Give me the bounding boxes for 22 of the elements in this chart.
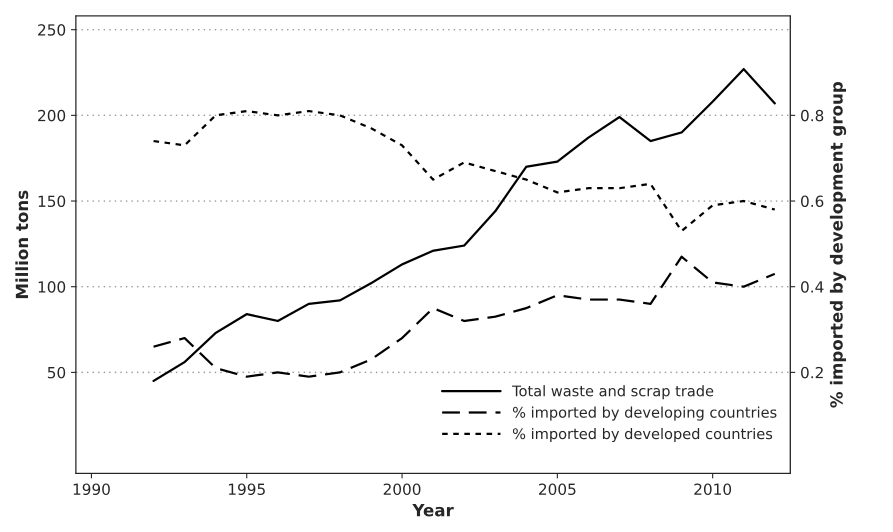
y-tick-label: 200 xyxy=(38,110,66,122)
x-tick-label: 2000 xyxy=(384,483,420,496)
x-tick-label: 1995 xyxy=(228,483,265,496)
legend-label: % imported by developing countries xyxy=(512,406,776,421)
y2-axis-title: % imported by development group xyxy=(830,82,846,408)
line-series xyxy=(152,256,776,378)
y-axis-title: Million tons xyxy=(15,190,28,298)
x-axis-title: Year xyxy=(412,504,454,516)
x-tick-label: 2005 xyxy=(539,483,576,496)
line-series xyxy=(152,68,776,382)
y-tick-label: 250 xyxy=(38,24,66,36)
y2-tick-label: 0.2 xyxy=(801,366,823,378)
y-tick-label: 50 xyxy=(48,366,66,378)
y-tick-label: 100 xyxy=(38,281,66,293)
y2-tick-label: 0.8 xyxy=(801,110,824,122)
legend-label: Total waste and scrap trade xyxy=(512,385,714,400)
y-tick-label: 150 xyxy=(38,195,66,208)
y2-tick-label: 0.6 xyxy=(801,195,824,208)
x-tick-label: 1990 xyxy=(74,483,110,496)
legend-label: % imported by developed countries xyxy=(512,428,772,442)
y2-tick-label: 0.4 xyxy=(801,281,824,293)
x-tick-label: 2010 xyxy=(694,483,732,496)
